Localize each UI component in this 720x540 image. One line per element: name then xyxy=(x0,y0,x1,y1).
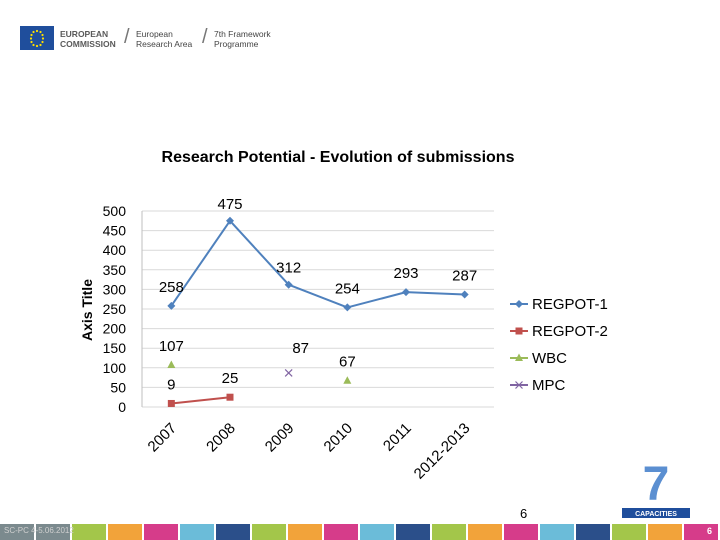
data-point-diamond xyxy=(284,280,293,289)
footer-segment xyxy=(180,524,214,540)
footer-segment xyxy=(36,524,70,540)
data-label: 293 xyxy=(393,265,418,282)
data-point-x xyxy=(284,368,293,377)
footer-color-bar xyxy=(0,524,720,540)
footer-segment xyxy=(216,524,250,540)
y-tick-label: 50 xyxy=(110,379,126,395)
series-line xyxy=(171,396,231,405)
legend-label: WBC xyxy=(532,350,567,367)
divider: / xyxy=(124,26,130,48)
data-label: 87 xyxy=(292,340,309,357)
data-point-diamond xyxy=(343,303,352,312)
y-tick-label: 300 xyxy=(103,281,127,297)
y-tick-label: 250 xyxy=(103,301,127,317)
research-area: European Research Area xyxy=(136,29,193,49)
chart: Research Potential - Evolution of submis… xyxy=(79,149,608,483)
data-point-diamond xyxy=(402,288,410,297)
footer-segment xyxy=(432,524,466,540)
y-tick-label: 150 xyxy=(103,340,127,356)
footer-segment xyxy=(72,524,106,540)
footer-segment xyxy=(288,524,322,540)
series-layer: 258 475 312 254 293 287 9 25 107 67 87 xyxy=(159,196,477,407)
footer-segment xyxy=(468,524,502,540)
footer-segment xyxy=(504,524,538,540)
footer-segment xyxy=(396,524,430,540)
footer-segment xyxy=(648,524,682,540)
legend-label: MPC xyxy=(532,377,566,394)
x-tick-label: 2012-2013 xyxy=(411,420,474,483)
series-line xyxy=(405,291,465,296)
legend: REGPOT-1 REGPOT-2 WBC MPC xyxy=(510,296,608,394)
y-axis-ticks: 0 50 100 150 200 250 300 350 400 450 500 xyxy=(103,203,127,415)
chart-title: Research Potential - Evolution of submis… xyxy=(162,149,515,166)
data-label: 9 xyxy=(167,376,175,393)
series-line xyxy=(288,283,348,309)
data-label: 475 xyxy=(217,196,242,213)
x-tick-label: 2010 xyxy=(321,420,357,456)
data-point-x xyxy=(515,381,523,389)
data-point-square xyxy=(167,399,175,407)
y-tick-label: 400 xyxy=(103,242,127,258)
data-label: 287 xyxy=(452,267,477,284)
y-tick-label: 450 xyxy=(103,223,127,239)
footer-date: SC-PC 4-5.06.2012 xyxy=(4,526,74,535)
footer-segment xyxy=(684,524,718,540)
series-regpot-2: 9 25 xyxy=(167,370,238,407)
divider: / xyxy=(202,26,208,48)
y-tick-label: 350 xyxy=(103,262,127,278)
legend-label: REGPOT-1 xyxy=(532,296,608,313)
x-tick-label: 2009 xyxy=(262,420,298,456)
footer-segment xyxy=(0,524,34,540)
data-label: 254 xyxy=(335,280,360,297)
data-point-diamond xyxy=(460,290,469,299)
footer-segment xyxy=(144,524,178,540)
series-wbc: 107 67 xyxy=(159,338,356,384)
logo-text: CAPACITIES xyxy=(635,511,677,518)
data-point-square xyxy=(226,393,234,401)
footer-segment xyxy=(252,524,286,540)
legend-label: REGPOT-2 xyxy=(532,323,608,340)
slide-number: 6 xyxy=(520,506,528,521)
footer-page-number: 6 xyxy=(706,526,712,536)
x-tick-label: 2011 xyxy=(380,420,415,455)
series-line xyxy=(170,220,231,307)
data-point-diamond xyxy=(226,216,234,225)
data-label: 258 xyxy=(159,279,184,296)
y-tick-label: 0 xyxy=(118,399,126,415)
y-tick-label: 500 xyxy=(103,203,127,219)
footer-segment xyxy=(360,524,394,540)
framework-programme: 7th Framework Programme xyxy=(214,29,271,49)
logo-seven: 7 xyxy=(643,460,670,511)
data-label: 107 xyxy=(159,338,184,355)
series-line xyxy=(229,220,290,286)
footer-segment xyxy=(612,524,646,540)
footer-segment xyxy=(324,524,358,540)
data-point-triangle xyxy=(515,353,523,361)
series-line xyxy=(347,291,407,309)
x-tick-label: 2008 xyxy=(203,420,239,456)
gridlines xyxy=(141,210,494,408)
data-point-triangle xyxy=(167,360,176,369)
data-point-diamond xyxy=(515,300,523,308)
footer-segment xyxy=(108,524,142,540)
org-name: EUROPEAN COMMISSION xyxy=(60,29,116,49)
data-point-triangle xyxy=(343,376,352,384)
y-tick-label: 100 xyxy=(103,360,127,376)
data-label: 312 xyxy=(276,260,301,277)
footer-segment xyxy=(540,524,574,540)
data-point-diamond xyxy=(167,301,176,310)
data-label: 25 xyxy=(222,370,239,387)
series-regpot-1: 258 475 312 254 293 287 xyxy=(159,196,477,312)
header: EUROPEAN COMMISSION / European Research Ar… xyxy=(20,24,320,54)
data-point-square xyxy=(515,327,523,335)
capacities-logo: 7 CAPACITIES xyxy=(622,460,690,518)
y-axis-title: Axis Title xyxy=(79,279,95,341)
footer-segment xyxy=(576,524,610,540)
series-mpc: 87 xyxy=(284,340,309,377)
y-tick-label: 200 xyxy=(103,321,127,337)
data-label: 67 xyxy=(339,354,356,371)
x-tick-label: 2007 xyxy=(145,420,181,456)
eu-flag-icon xyxy=(20,26,54,50)
